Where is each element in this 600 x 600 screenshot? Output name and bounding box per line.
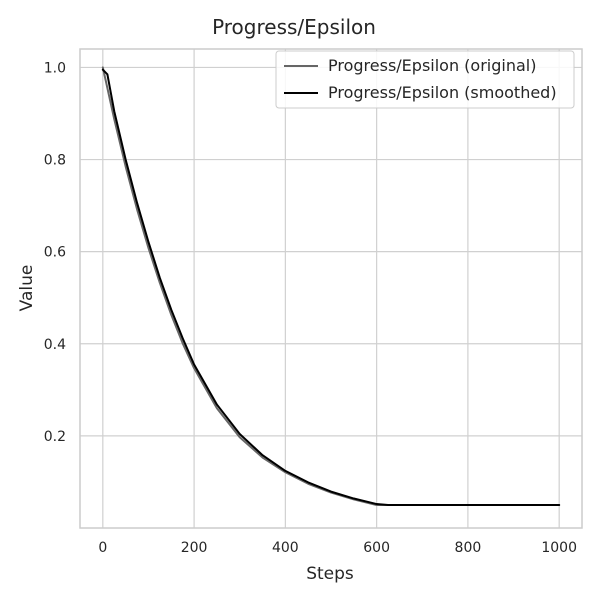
legend-box [275, 50, 575, 109]
legend: Progress/Epsilon (original) Progress/Eps… [275, 50, 575, 109]
y-tick-label: 0.2 [44, 429, 66, 445]
y-tick-label: 0.6 [44, 245, 66, 261]
series-line-smoothed [101, 68, 561, 506]
x-tick-label: 400 [272, 540, 299, 556]
series-line-original [101, 66, 561, 506]
y-tick-label: 0.8 [44, 153, 66, 169]
x-tick-label: 1000 [541, 540, 577, 556]
legend-label-smoothed: Progress/Epsilon (smoothed) [328, 83, 557, 102]
x-axis-label: Steps [306, 564, 354, 584]
plot-frame [79, 48, 583, 529]
x-tick-label: 600 [363, 540, 390, 556]
legend-label-original: Progress/Epsilon (original) [328, 56, 536, 75]
y-axis-label: Value [17, 265, 37, 312]
y-tick-label: 1.0 [44, 60, 66, 76]
x-tick-label: 200 [181, 540, 208, 556]
grid [80, 49, 582, 528]
x-tick-label: 800 [455, 540, 482, 556]
y-tick-label: 0.4 [44, 337, 66, 353]
chart-title: Progress/Epsilon [212, 15, 376, 39]
series-layer [101, 66, 561, 506]
tick-labels: 0 200 400 600 800 1000 0.2 0.4 0.6 0.8 1.0 [44, 60, 577, 556]
x-tick-label: 0 [98, 540, 107, 556]
